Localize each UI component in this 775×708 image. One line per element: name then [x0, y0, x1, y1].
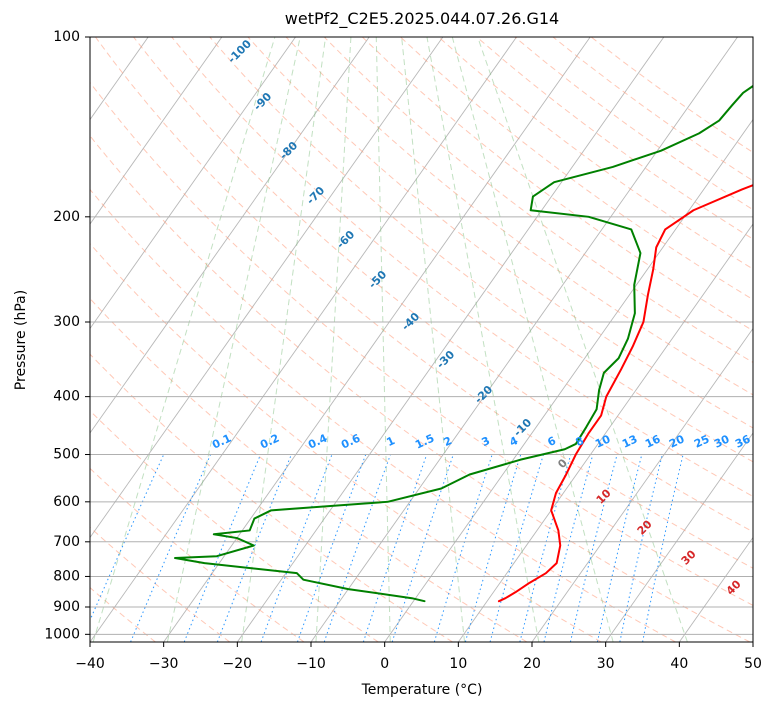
moist-adiabat-line	[92, 37, 276, 642]
x-axis-tick-label: 0	[380, 656, 389, 672]
dry-adiabat-line	[361, 37, 753, 332]
isotherm-line	[310, 37, 738, 642]
isotherm-line	[531, 327, 753, 642]
x-axis-tick-label: −10	[296, 656, 326, 672]
moist-adiabat-line	[477, 37, 688, 642]
dry-adiabat-line	[90, 135, 751, 642]
y-axis-tick-label: 200	[53, 209, 80, 225]
y-axis-tick-label: 1000	[44, 626, 80, 642]
isotherm-line	[384, 118, 753, 642]
chart-title: wetPf2_C2E5.2025.044.07.26.G14	[285, 9, 559, 29]
dry-adiabat-line	[323, 37, 753, 363]
y-axis-tick-label: 400	[53, 389, 80, 405]
dry-adiabat-line	[90, 467, 305, 642]
isotherm-line	[457, 223, 753, 642]
isotherm-line	[90, 37, 370, 434]
plot-frame	[89, 36, 754, 643]
x-axis: −40 −30 −20 −10 0 10 20 30 40 50	[75, 642, 762, 672]
dry-adiabat-line	[90, 297, 528, 642]
mixing-ratio-label: 36	[733, 432, 753, 450]
x-axis-tick-label: 10	[449, 656, 467, 672]
series-layer	[174, 84, 753, 603]
x-axis-tick-label: −20	[223, 656, 253, 672]
dewpoint-trace	[174, 84, 753, 603]
mixing-ratio-label: 20	[667, 432, 687, 450]
dry-adiabat-line	[90, 81, 753, 606]
dry-adiabat-line	[90, 410, 379, 642]
isotherm-line	[163, 37, 591, 642]
mixing-ratio-line	[296, 454, 367, 642]
dry-adiabat-line	[400, 37, 753, 301]
temperature-trace	[497, 184, 753, 603]
x-axis-tick-label: 50	[744, 656, 762, 672]
isotherm-line	[90, 37, 444, 539]
mixing-ratio-label: 16	[643, 432, 663, 450]
moist-adiabat-line	[426, 37, 540, 642]
y-axis-tick-label: 600	[53, 494, 80, 510]
dry-adiabat-line	[95, 37, 753, 569]
mixing-ratio-line	[596, 454, 643, 642]
isotherm-line	[90, 37, 223, 225]
dry-adiabat-line	[209, 37, 753, 463]
mixing-ratio-line	[130, 454, 212, 642]
dry-adiabat-line	[90, 188, 676, 642]
x-axis-tick-label: −30	[149, 656, 179, 672]
dry-adiabat-line	[171, 37, 753, 497]
moist-adiabat-line	[451, 37, 614, 642]
moist-adiabat-line	[166, 37, 301, 642]
y-axis-tick-label: 500	[53, 447, 80, 463]
isotherm-line	[90, 37, 517, 642]
mixing-ratio-line	[543, 454, 594, 642]
moist-adiabat-line	[401, 37, 466, 642]
mixing-ratio-label: 30	[712, 432, 732, 450]
mixing-ratio-line	[260, 454, 333, 642]
isotherm-line	[678, 536, 753, 642]
dry-adiabat-line	[133, 37, 753, 533]
moist-adiabat-line	[315, 37, 352, 642]
dry-adiabat-line	[90, 242, 602, 642]
isotherm-line	[90, 37, 296, 330]
isotherm-line	[605, 432, 753, 642]
moist-adiabat-line	[375, 37, 391, 642]
y-axis-tick-label: 800	[53, 568, 80, 584]
y-axis-tick-label: 700	[53, 534, 80, 550]
mixing-ratio-line	[642, 454, 684, 642]
y-axis-tick-label: 900	[53, 599, 80, 615]
background-lines	[90, 37, 753, 642]
x-axis-tick-label: 20	[523, 656, 541, 672]
plot-area: -100-90-80-70-60-50-40-30-20-100.1 0.2 0.4…	[90, 37, 753, 642]
mixing-ratio-label: 25	[692, 432, 711, 450]
y-axis-label: Pressure (hPa)	[13, 290, 29, 390]
x-axis-tick-label: 40	[670, 656, 688, 672]
moist-adiabat-line	[241, 37, 327, 642]
isotherm-line	[236, 37, 665, 642]
y-axis-tick-label: 100	[53, 29, 80, 45]
x-axis-tick-label: −40	[75, 656, 105, 672]
mixing-ratio-label: 10	[593, 432, 613, 450]
mixing-ratio-line	[323, 454, 391, 642]
mixing-ratio-label: 13	[620, 432, 639, 450]
x-axis-tick-label: 30	[597, 656, 615, 672]
y-axis: 100 200 300 400 500 600 700 800 900 1000	[44, 29, 90, 642]
y-axis-tick-label: 300	[53, 314, 80, 330]
x-axis-label: Temperature (°C)	[361, 682, 483, 698]
mixing-ratio-line	[569, 454, 618, 642]
mixing-ratio-line	[619, 454, 663, 642]
mixing-ratio-line	[90, 454, 165, 622]
